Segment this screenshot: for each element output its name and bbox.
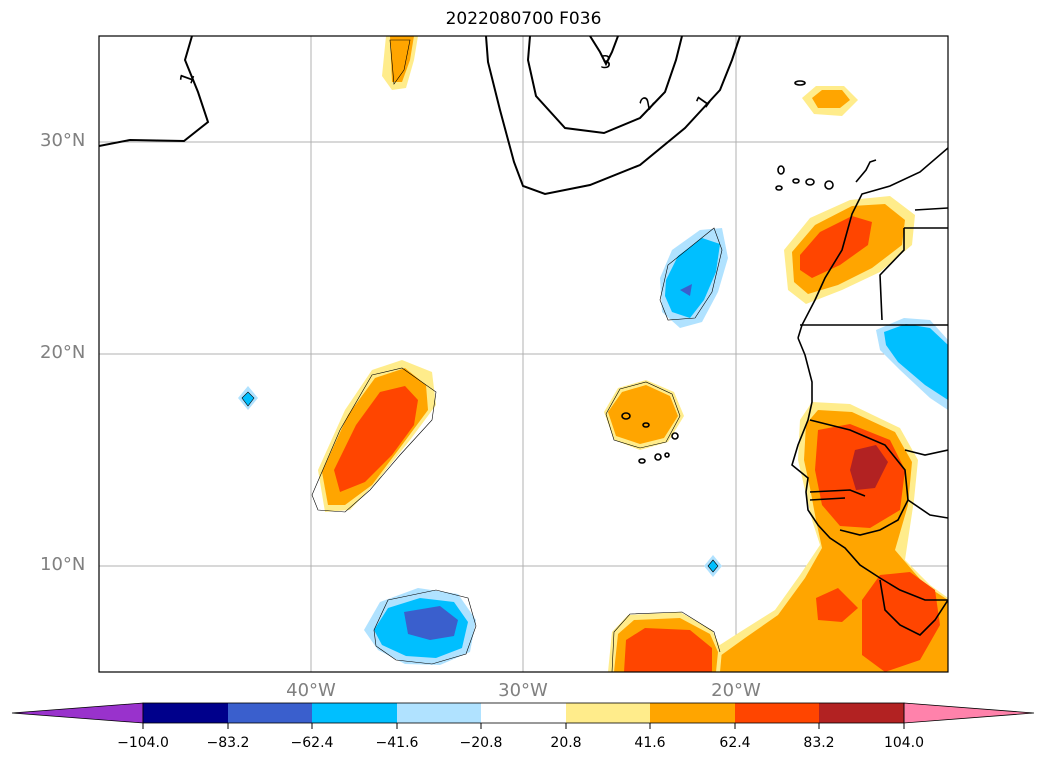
- colorbar-tick-label: 41.6: [634, 735, 666, 751]
- colorbar-swatch: [819, 703, 904, 723]
- colorbar-swatch: [566, 703, 650, 723]
- lon-label-20w: 20°W: [711, 680, 761, 701]
- colorbar-tick-label: −62.4: [290, 735, 334, 751]
- colorbar: [11, 702, 1035, 729]
- contour-label: 1: [692, 91, 716, 112]
- colorbar-tick-label: 20.8: [550, 735, 582, 751]
- colorbar-max-extend: [903, 702, 1035, 724]
- colorbar-tick-label: −41.6: [375, 735, 419, 751]
- map-title: 2022080700 F036: [445, 9, 602, 29]
- colorbar-swatch: [735, 703, 819, 723]
- colorbar-swatch: [143, 703, 228, 723]
- negative-anomaly-shading: [238, 227, 948, 665]
- colorbar-swatch: [312, 703, 397, 723]
- contour-label: 2: [636, 93, 660, 114]
- colorbar-swatch: [650, 703, 735, 723]
- colorbar-swatch: [228, 703, 312, 723]
- lat-label-20n: 20°N: [40, 342, 86, 363]
- contour-label: 1: [176, 69, 200, 87]
- map-plot-area: 1 3 2 1: [99, 36, 948, 672]
- colorbar-tick-label: −104.0: [117, 735, 169, 751]
- contour-lines: [99, 36, 741, 196]
- colorbar-tick-label: 104.0: [883, 735, 925, 751]
- coastline: [791, 147, 948, 636]
- colorbar-tick-label: 62.4: [719, 735, 751, 751]
- contour-label: 3: [600, 52, 611, 73]
- plot-frame: [98, 35, 949, 673]
- lat-label-30n: 30°N: [40, 130, 86, 151]
- colorbar-min-extend: [11, 702, 144, 724]
- islands: [621, 80, 877, 464]
- lon-label-40w: 40°W: [286, 680, 336, 701]
- colorbar-tick-label: −83.2: [206, 735, 250, 751]
- colorbar-tick-label: 83.2: [803, 735, 835, 751]
- lat-label-10n: 10°N: [40, 554, 86, 575]
- lon-label-30w: 30°W: [498, 680, 548, 701]
- colorbar-swatch: [481, 703, 566, 723]
- colorbar-tick-label: −20.8: [459, 735, 503, 751]
- colorbar-swatch: [397, 703, 481, 723]
